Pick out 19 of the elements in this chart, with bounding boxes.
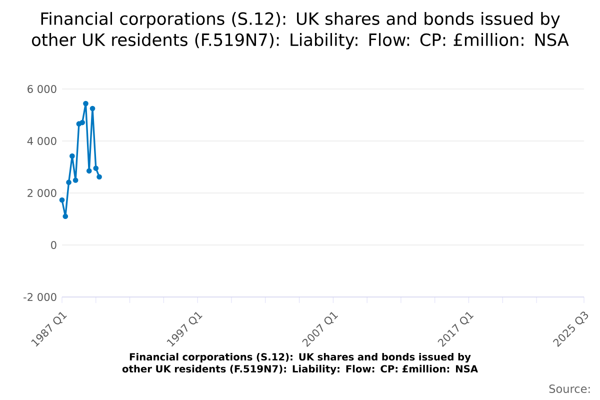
point [86,168,92,174]
y-tick-label: 2 000 [28,189,56,197]
point [62,214,68,220]
point [59,197,65,203]
y-tick-label: -2 000 [24,292,56,301]
point [66,180,72,185]
y-tick-label: 0 [51,241,56,249]
point [70,153,75,159]
chart-title: Financial corporations (S.12): UK shares and bonds issued by other UK residents (F.519N7): Liability: Flow: CP: £million: NSA [32,12,569,50]
x-axis-title: Financial corporations (S.12): UK shares and bonds issued by other UK residents (F.519N7): Liability: Flow: CP: £million: NSA [122,352,478,374]
source-note: Source: [549,384,590,394]
y-tick-label: 6 000 [28,85,56,93]
point [83,100,88,106]
point [93,166,99,171]
point [90,106,96,112]
point [80,120,86,126]
point [72,178,78,183]
point [96,174,102,180]
y-tick-label: 4 000 [27,137,56,145]
